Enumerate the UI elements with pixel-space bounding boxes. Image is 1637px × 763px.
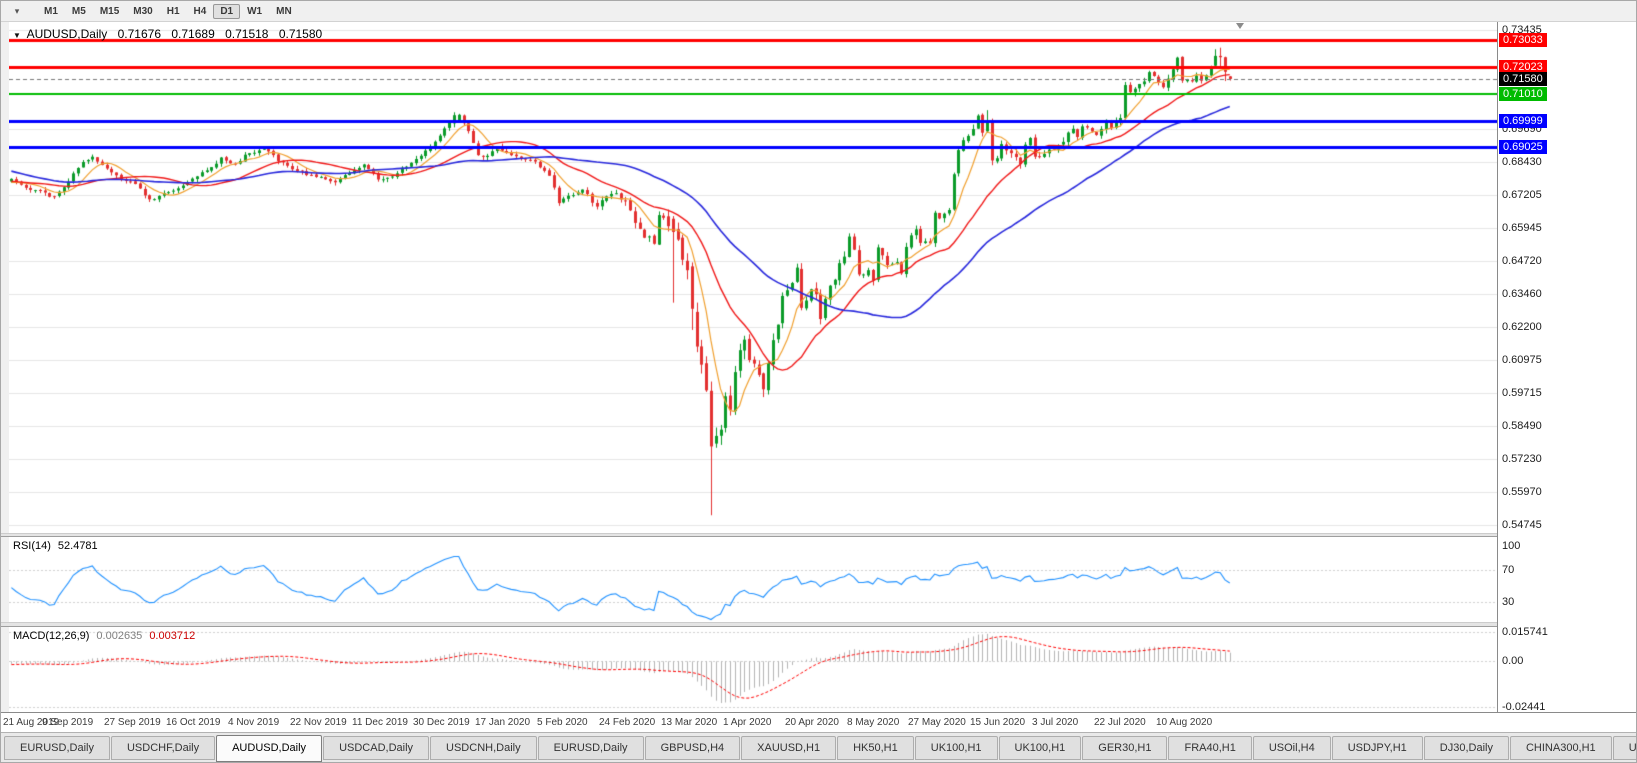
chart-tab-eurusd-daily[interactable]: EURUSD,Daily <box>4 736 110 760</box>
timeframe-button-mn[interactable]: MN <box>276 5 292 17</box>
timeframe-button-h4[interactable]: H4 <box>193 5 207 17</box>
chart-tab-usdcad-daily[interactable]: USDCAD,Daily <box>323 736 430 760</box>
time-axis-label: 4 Nov 2019 <box>228 717 280 728</box>
price-tick-label: 0.64720 <box>1502 255 1542 267</box>
chart-tab-usoil-h1[interactable]: USOil,H1 <box>1612 736 1636 760</box>
time-axis-label: 22 Nov 2019 <box>290 717 347 728</box>
chart-tab-usoil-h4[interactable]: USOil,H4 <box>1252 736 1331 760</box>
price-chart-canvas[interactable] <box>9 22 1497 533</box>
hline-price-badge: 0.69025 <box>1499 140 1547 154</box>
ohlc-high-value: 0.71689 <box>171 27 215 41</box>
time-axis-label: 15 Jun 2020 <box>970 717 1026 728</box>
time-axis-label: 11 Dec 2019 <box>352 717 408 728</box>
timeframe-button-m30[interactable]: M30 <box>133 5 153 17</box>
time-axis-label: 5 Feb 2020 <box>537 717 588 728</box>
time-axis-label: 30 Dec 2019 <box>413 717 470 728</box>
chart-tab-usdjpy-h1[interactable]: USDJPY,H1 <box>1331 736 1423 760</box>
chart-tab-xauusd-h1[interactable]: XAUUSD,H1 <box>741 736 837 760</box>
ohlc-low-value: 0.71518 <box>225 27 269 41</box>
ohlc-open-value: 0.71676 <box>117 27 162 41</box>
timeframe-button-w1[interactable]: W1 <box>247 5 263 17</box>
time-axis-label: 22 Jul 2020 <box>1094 717 1146 728</box>
time-axis-label: 1 Apr 2020 <box>723 717 772 728</box>
timeframe-button-h1[interactable]: H1 <box>166 5 180 17</box>
chart-tab-uk100-h1[interactable]: UK100,H1 <box>998 736 1082 760</box>
rsi-scale-label: 70 <box>1502 564 1515 576</box>
chart-symbol-title: AUDUSD,Daily <box>26 27 108 41</box>
time-axis-label: 8 May 2020 <box>847 717 900 728</box>
rsi-indicator-label: RSI(14) 52.4781 <box>13 540 98 552</box>
chart-shift-marker-icon[interactable] <box>1236 23 1244 29</box>
chart-tab-fra40-h1[interactable]: FRA40,H1 <box>1168 736 1252 760</box>
timeframes-toolbar: ▾ M1 M5 M15 M30 H1 H4 D1 W1 MN <box>1 1 1636 22</box>
current-price-badge: 0.71580 <box>1499 72 1547 86</box>
price-axis[interactable]: 0.73435 0.69690 0.68430 0.67205 0.65945 0.647… <box>1497 22 1636 713</box>
time-axis-label: 21 Aug 2019 <box>3 717 60 728</box>
price-tick-label: 0.65945 <box>1502 222 1542 234</box>
time-axis-label: 10 Aug 2020 <box>1156 717 1213 728</box>
price-tick-label: 0.68430 <box>1502 156 1542 168</box>
chart-tab-uk100-h1[interactable]: UK100,H1 <box>914 736 998 760</box>
time-axis-label: 20 Apr 2020 <box>785 717 839 728</box>
price-tick-label: 0.63460 <box>1502 288 1542 300</box>
time-axis-label: 9 Sep 2019 <box>42 717 94 728</box>
timeframe-button-m5[interactable]: M5 <box>71 5 86 17</box>
timeframe-button-m1[interactable]: M1 <box>44 5 58 17</box>
chart-tab-eurusd-daily[interactable]: EURUSD,Daily <box>537 736 644 760</box>
price-tick-label: 0.55970 <box>1502 486 1542 498</box>
price-tick-label: 0.67205 <box>1502 189 1542 201</box>
time-axis-label: 17 Jan 2020 <box>475 717 531 728</box>
hline-price-badge: 0.72023 <box>1499 60 1547 74</box>
chart-tab-china300-h1[interactable]: CHINA300,H1 <box>1509 736 1612 760</box>
rsi-name: RSI(14) <box>13 540 51 552</box>
macd-scale-label: -0.02441 <box>1502 701 1546 713</box>
price-tick-label: 0.62200 <box>1502 321 1542 333</box>
time-axis[interactable]: 21 Aug 2019 9 Sep 2019 27 Sep 2019 16 Oct 2… <box>1 712 1636 732</box>
pane-splitter[interactable] <box>1 622 1636 627</box>
chart-tab-audusd-daily[interactable]: AUDUSD,Daily <box>216 735 323 762</box>
rsi-indicator-canvas[interactable] <box>9 537 1497 622</box>
timeframe-buttons: M1 M5 M15 M30 H1 H4 D1 W1 MN <box>37 3 299 19</box>
price-tick-label: 0.54745 <box>1502 519 1542 531</box>
macd-main-value: 0.002635 <box>96 630 143 642</box>
chart-ohlc-header: ▼ AUDUSD,Daily 0.71676 0.71689 0.71518 0… <box>13 27 322 41</box>
macd-signal-value: 0.003712 <box>149 630 196 642</box>
pane-splitter[interactable] <box>1 533 1636 537</box>
time-axis-label: 27 May 2020 <box>908 717 966 728</box>
time-axis-label: 24 Feb 2020 <box>599 717 656 728</box>
macd-indicator-label: MACD(12,26,9) 0.002635 0.003712 <box>13 630 195 642</box>
rsi-value: 52.4781 <box>57 540 98 552</box>
hline-price-badge: 0.73033 <box>1499 33 1547 47</box>
ohlc-close-value: 0.71580 <box>278 27 323 41</box>
chart-tab-usdchf-daily[interactable]: USDCHF,Daily <box>110 736 216 760</box>
hline-price-badge: 0.71010 <box>1499 87 1547 101</box>
chart-tab-hk50-h1[interactable]: HK50,H1 <box>837 736 914 760</box>
toolbar-dropdown-icon[interactable]: ▾ <box>14 5 20 16</box>
time-axis-label: 13 Mar 2020 <box>661 717 718 728</box>
time-axis-label: 27 Sep 2019 <box>104 717 161 728</box>
chart-tab-dj30-daily[interactable]: DJ30,Daily <box>1423 736 1509 760</box>
price-tick-label: 0.59715 <box>1502 387 1542 399</box>
chart-tab-usdcnh-daily[interactable]: USDCNH,Daily <box>430 736 537 760</box>
time-axis-label: 16 Oct 2019 <box>166 717 221 728</box>
time-axis-label: 3 Jul 2020 <box>1032 717 1079 728</box>
macd-scale-label: 0.00 <box>1502 655 1524 667</box>
price-tick-label: 0.58490 <box>1502 420 1542 432</box>
chart-tab-gbpusd-h4[interactable]: GBPUSD,H4 <box>644 736 741 760</box>
chart-tabs-bar: EURUSD,Daily USDCHF,Daily AUDUSD,Daily USDC… <box>1 732 1636 762</box>
macd-indicator-canvas[interactable] <box>9 627 1497 712</box>
rsi-scale-label: 30 <box>1502 596 1515 608</box>
macd-scale-label: 0.015741 <box>1502 626 1548 638</box>
macd-name: MACD(12,26,9) <box>13 630 90 642</box>
timeframe-button-m15[interactable]: M15 <box>99 5 120 17</box>
hline-price-badge: 0.69999 <box>1499 114 1547 128</box>
rsi-scale-label: 100 <box>1502 540 1521 552</box>
timeframe-button-d1[interactable]: D1 <box>213 3 241 19</box>
price-tick-label: 0.57230 <box>1502 453 1542 465</box>
symbol-dropdown-icon[interactable]: ▼ <box>13 31 21 40</box>
chart-tab-ger30-h1[interactable]: GER30,H1 <box>1082 736 1168 760</box>
price-tick-label: 0.60975 <box>1502 354 1542 366</box>
